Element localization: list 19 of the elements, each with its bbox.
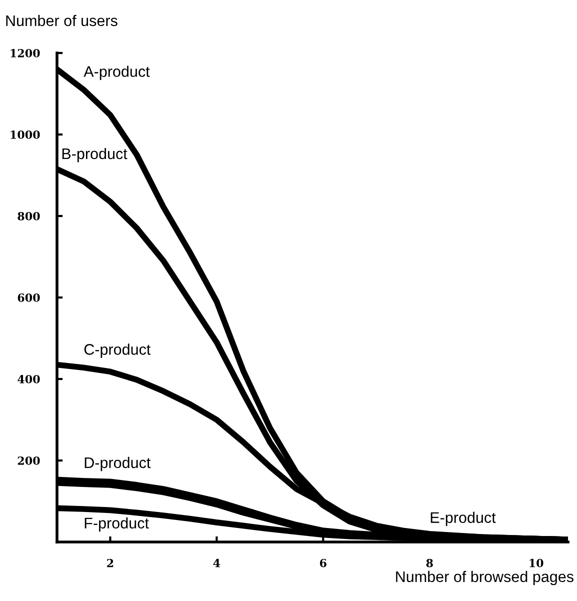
series-label: C-product xyxy=(84,344,151,358)
y-tick-label: 1000 xyxy=(10,130,40,139)
y-tick-label: 1200 xyxy=(10,48,40,58)
series-label: D-product xyxy=(84,456,151,472)
series-label: E-product xyxy=(430,512,496,526)
series-label: A-product xyxy=(84,66,150,80)
x-tick-label: 8 xyxy=(426,558,433,568)
x-axis-title: Number of browsed pages xyxy=(396,570,574,586)
y-tick-label: 200 xyxy=(18,456,40,465)
series-label: B-product xyxy=(62,148,128,162)
x-tick-label: 2 xyxy=(107,558,114,568)
series-label: F-product xyxy=(84,517,149,532)
y-tick-label: 600 xyxy=(18,293,40,302)
y-tick-label: 400 xyxy=(18,374,40,384)
x-tick-label: 10 xyxy=(530,558,544,568)
y-tick-label: 800 xyxy=(18,212,40,220)
x-tick-label: 6 xyxy=(320,558,326,568)
y-axis-title: Number of users xyxy=(6,14,118,26)
x-tick-label: 4 xyxy=(213,558,220,568)
